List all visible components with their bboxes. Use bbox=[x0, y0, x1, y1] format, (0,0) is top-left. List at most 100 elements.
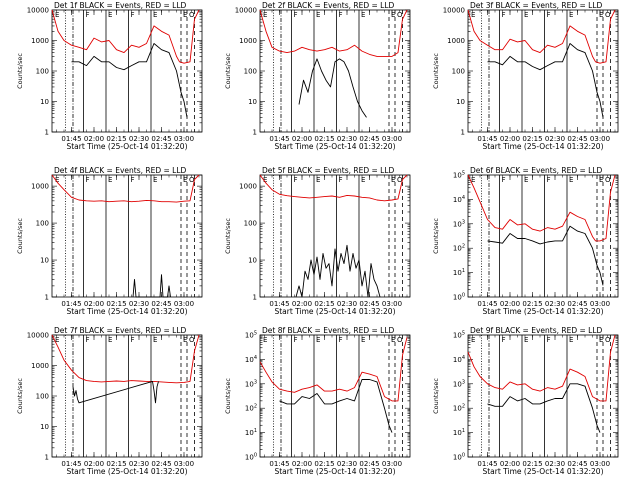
region-label: E bbox=[524, 11, 528, 19]
y-tick-label: 1 bbox=[45, 129, 49, 137]
region-label: E bbox=[569, 11, 573, 19]
region-label: E bbox=[153, 11, 157, 19]
y-axis-label: Counts/sec bbox=[224, 218, 232, 254]
region-label: E bbox=[108, 11, 112, 19]
y-tick-label: 105 bbox=[245, 331, 257, 340]
series-line-events bbox=[487, 383, 601, 433]
region-label: F bbox=[294, 336, 298, 344]
region-label: F bbox=[131, 336, 135, 344]
x-tick-label: 02:15 bbox=[314, 135, 334, 143]
series-line-events bbox=[298, 58, 367, 118]
chart-title: Det 9f BLACK = Events, RED = LLD bbox=[470, 326, 603, 335]
x-tick-label: 02:45 bbox=[151, 460, 171, 468]
y-tick-label: 103 bbox=[453, 219, 465, 228]
y-tick-label: 105 bbox=[453, 331, 465, 340]
y-axis-label: Counts/sec bbox=[224, 378, 232, 414]
y-tick-label: 1 bbox=[45, 454, 49, 462]
region-label: E bbox=[263, 11, 267, 19]
region-label: E bbox=[316, 176, 320, 184]
chart-panel-3: Det 3f BLACK = Events, RED = LLD 1 10 100 10… bbox=[432, 1, 619, 151]
y-axis-label: Counts/sec bbox=[432, 378, 440, 414]
region-label: E bbox=[524, 336, 528, 344]
series-line-events bbox=[295, 244, 381, 298]
series-line-lld bbox=[259, 337, 408, 402]
y-tick-label: 1 bbox=[461, 129, 465, 137]
x-tick-label: 02:30 bbox=[545, 135, 565, 143]
chart-panel-4: Det 4f BLACK = Events, RED = LLD 1 10 100 10… bbox=[16, 166, 203, 316]
chart-panel-8: Det 8f BLACK = Events, RED = LLD 100 101 10… bbox=[224, 326, 411, 476]
x-tick-label: 01:45 bbox=[477, 300, 497, 308]
y-tick-label: 1000 bbox=[447, 37, 465, 45]
x-axis-label: Start Time (25-Oct-14 01:32:20) bbox=[274, 307, 395, 316]
x-tick-label: 01:45 bbox=[269, 460, 289, 468]
plot-frame bbox=[259, 9, 411, 133]
y-tick-label: 1000 bbox=[31, 37, 49, 45]
x-tick-label: 02:15 bbox=[106, 460, 126, 468]
y-tick-label: 10000 bbox=[443, 7, 465, 15]
region-label: E bbox=[391, 11, 395, 19]
region-label: E bbox=[55, 336, 59, 344]
y-tick-label: 10000 bbox=[27, 332, 49, 340]
region-label: E bbox=[569, 176, 573, 184]
region-label: F bbox=[547, 176, 551, 184]
x-tick-label: 02:45 bbox=[567, 135, 587, 143]
x-tick-label: 02:45 bbox=[359, 460, 379, 468]
region-label: F bbox=[502, 176, 506, 184]
region-label: O bbox=[605, 336, 611, 344]
region-label: E bbox=[599, 11, 603, 19]
region-label: F bbox=[339, 336, 343, 344]
x-tick-label: 02:15 bbox=[522, 460, 542, 468]
x-tick-label: 01:45 bbox=[477, 135, 497, 143]
series-line-events bbox=[132, 274, 171, 298]
y-tick-label: 102 bbox=[453, 244, 465, 253]
y-axis-label: Counts/sec bbox=[16, 218, 24, 254]
x-tick-label: 02:15 bbox=[314, 460, 334, 468]
region-label: F bbox=[86, 11, 90, 19]
y-tick-label: 100 bbox=[245, 453, 257, 462]
x-tick-label: 02:30 bbox=[545, 300, 565, 308]
region-label: E bbox=[471, 336, 475, 344]
x-tick-label: 02:15 bbox=[106, 135, 126, 143]
chart-panel-9: Det 9f BLACK = Events, RED = LLD 100 101 10… bbox=[432, 326, 619, 476]
y-tick-label: 10 bbox=[40, 423, 49, 431]
region-label: E bbox=[391, 176, 395, 184]
y-tick-label: 1 bbox=[253, 129, 257, 137]
x-axis-label: Start Time (25-Oct-14 01:32:20) bbox=[66, 142, 187, 151]
y-tick-label: 1000 bbox=[31, 362, 49, 370]
chart-panel-2: Det 2f BLACK = Events, RED = LLD 1 10 100 10… bbox=[224, 1, 411, 151]
chart-title: Det 5f BLACK = Events, RED = LLD bbox=[262, 166, 395, 175]
series-line-lld bbox=[467, 334, 616, 402]
region-label: E bbox=[361, 336, 365, 344]
y-tick-label: 10000 bbox=[235, 7, 257, 15]
region-label: O bbox=[397, 176, 403, 184]
region-label: E bbox=[55, 11, 59, 19]
region-label: O bbox=[605, 11, 611, 19]
x-tick-label: 02:30 bbox=[129, 300, 149, 308]
region-label: F bbox=[547, 11, 551, 19]
y-tick-label: 102 bbox=[245, 404, 257, 413]
series-line-lld bbox=[259, 174, 408, 202]
y-tick-label: 10 bbox=[40, 257, 49, 265]
chart-title: Det 3f BLACK = Events, RED = LLD bbox=[470, 1, 603, 10]
y-tick-label: 10 bbox=[456, 98, 465, 106]
chart-title: Det 6f BLACK = Events, RED = LLD bbox=[470, 166, 603, 175]
region-label: E bbox=[471, 176, 475, 184]
x-tick-label: 02:45 bbox=[359, 135, 379, 143]
x-tick-label: 02:15 bbox=[522, 300, 542, 308]
x-tick-label: 02:15 bbox=[314, 300, 334, 308]
x-tick-label: 02:45 bbox=[151, 135, 171, 143]
region-label: E bbox=[524, 176, 528, 184]
plot-frame bbox=[259, 334, 411, 458]
y-tick-label: 100 bbox=[453, 453, 465, 462]
y-tick-label: 101 bbox=[453, 268, 465, 277]
x-tick-label: 02:45 bbox=[567, 300, 587, 308]
x-tick-label: 03:00 bbox=[590, 135, 610, 143]
chart-panel-5: Det 5f BLACK = Events, RED = LLD 1 10 100 10… bbox=[224, 166, 411, 316]
region-label: F bbox=[339, 11, 343, 19]
region-label: E bbox=[263, 176, 267, 184]
region-label: E bbox=[183, 336, 187, 344]
region-label: E bbox=[316, 336, 320, 344]
x-tick-label: 02:30 bbox=[545, 460, 565, 468]
series-line-events bbox=[71, 43, 188, 118]
series-line-lld bbox=[51, 334, 200, 384]
